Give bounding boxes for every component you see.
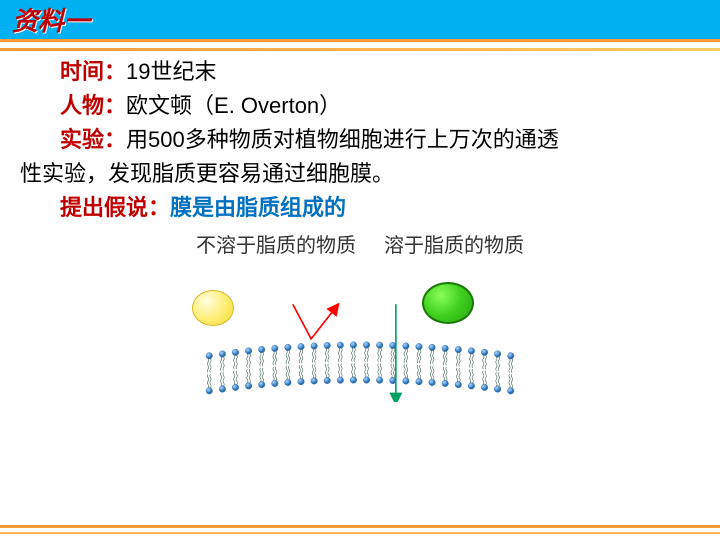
person-label: 人物： <box>60 93 126 118</box>
time-label: 时间： <box>60 59 126 84</box>
line-exp-a: 实验：用500多种物质对植物细胞进行上万次的通透 <box>20 123 700 157</box>
header-title: 资料一 <box>0 1 90 38</box>
line-person: 人物：欧文顿（E. Overton） <box>20 89 700 123</box>
label-insoluble: 不溶于脂质的物质 <box>196 231 356 262</box>
line-hypothesis: 提出假说：膜是由脂质组成的 <box>20 191 700 225</box>
footer-rule-1 <box>0 525 720 528</box>
content-block: 时间：19世纪末 人物：欧文顿（E. Overton） 实验：用500多种物质对… <box>0 51 720 262</box>
line-exp-b: 性实验，发现脂质更容易通过细胞膜。 <box>20 157 700 191</box>
exp-value-b: 性实验，发现脂质更容易通过细胞膜。 <box>20 161 394 186</box>
person-value: 欧文顿（E. Overton） <box>126 93 341 118</box>
slide-header: 资料一 <box>0 0 720 42</box>
label-soluble: 溶于脂质的物质 <box>384 231 524 262</box>
hyp-label: 提出假说： <box>60 195 170 220</box>
exp-label: 实验： <box>60 127 126 152</box>
diagram-labels: 不溶于脂质的物质 溶于脂质的物质 <box>20 231 700 262</box>
time-value: 19世纪末 <box>126 59 216 84</box>
line-time: 时间：19世纪末 <box>20 55 700 89</box>
footer-rule-2 <box>0 532 720 534</box>
membrane-svg <box>0 292 720 402</box>
hyp-value: 膜是由脂质组成的 <box>170 195 346 220</box>
exp-value-a: 用500多种物质对植物细胞进行上万次的通透 <box>126 127 559 152</box>
membrane-diagram <box>0 262 720 552</box>
